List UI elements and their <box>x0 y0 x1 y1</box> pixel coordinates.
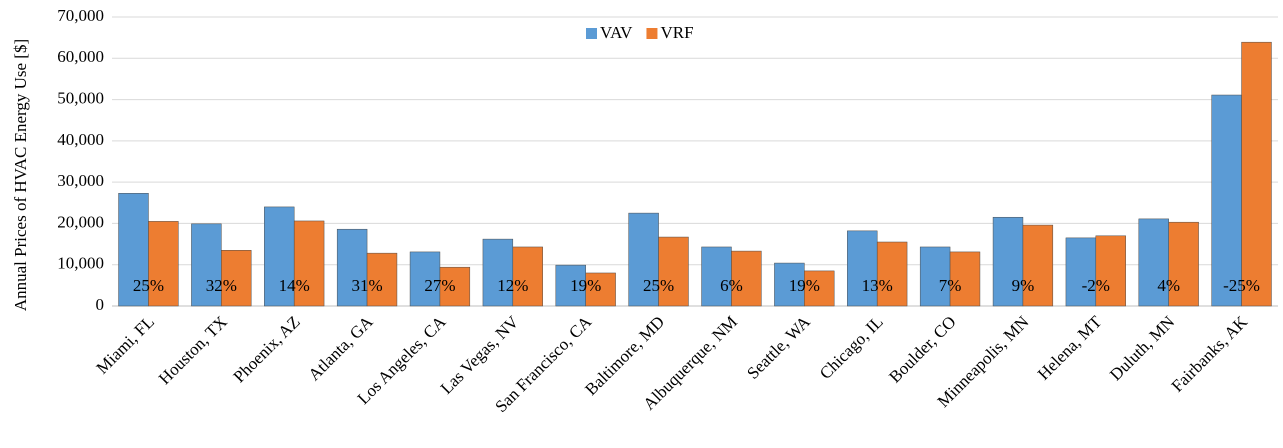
bar-annotation: 27% <box>424 276 455 295</box>
bar <box>409 251 441 307</box>
bar-annotation: 13% <box>862 276 893 295</box>
x-tick-label: Chicago, IL <box>816 312 887 383</box>
bar-annotation: 9% <box>1012 276 1035 295</box>
bar <box>1241 41 1272 307</box>
bar-annotation: -2% <box>1082 276 1110 295</box>
legend-label: VRF <box>660 23 693 42</box>
x-tick-label: Helena, MT <box>1034 312 1106 384</box>
y-tick-label: 40,000 <box>57 130 104 149</box>
bar-annotation: -25% <box>1223 276 1260 295</box>
bar-annotation: 31% <box>351 276 382 295</box>
bar <box>148 221 179 307</box>
legend-swatch <box>586 28 597 39</box>
bar <box>1022 224 1054 307</box>
bar <box>919 246 951 307</box>
bar <box>804 270 835 307</box>
bar <box>1065 237 1097 307</box>
legend-label: VAV <box>600 23 633 42</box>
bar <box>555 264 586 307</box>
y-axis-label: Annual Prices of HVAC Energy Use [$] <box>11 39 30 311</box>
bar <box>1211 94 1242 307</box>
bar-annotation: 19% <box>789 276 820 295</box>
bar-annotation: 6% <box>720 276 743 295</box>
bar-annotation: 19% <box>570 276 601 295</box>
x-tick-label: Houston, TX <box>155 312 231 388</box>
legend-swatch <box>646 28 658 39</box>
y-tick-label: 30,000 <box>57 171 104 190</box>
bar <box>992 216 1024 307</box>
y-tick-label: 0 <box>96 295 105 314</box>
bar-annotation: 32% <box>206 276 237 295</box>
y-tick-label: 20,000 <box>57 212 104 231</box>
bar <box>512 246 543 307</box>
bar <box>118 193 149 307</box>
x-tick-label: Phoenix, AZ <box>230 312 304 386</box>
bar-annotation: 25% <box>643 276 674 295</box>
bar <box>1168 221 1199 307</box>
x-tick-label: Fairbanks, AK <box>1168 312 1252 396</box>
bar <box>221 250 252 307</box>
x-tick-label: Seattle, WA <box>743 312 814 383</box>
bar <box>658 236 689 307</box>
bar <box>482 238 514 307</box>
x-tick-label: Atlanta, GA <box>304 312 377 385</box>
y-tick-label: 10,000 <box>57 254 104 273</box>
bar <box>949 251 981 307</box>
bar <box>191 223 222 307</box>
bar <box>1095 235 1126 307</box>
x-tick-label: Miami, FL <box>92 312 158 378</box>
bar <box>774 262 805 307</box>
x-tick-label: Boulder, CO <box>885 312 959 386</box>
bar <box>439 266 471 307</box>
y-tick-label: 50,000 <box>57 88 104 107</box>
x-tick-label: Duluth, MN <box>1106 312 1178 384</box>
bar <box>366 252 398 307</box>
bar <box>731 250 762 307</box>
y-tick-label: 60,000 <box>57 47 104 66</box>
bar <box>585 272 616 307</box>
bar-annotation: 25% <box>133 276 164 295</box>
y-tick-label: 70,000 <box>57 6 104 25</box>
bar-annotation: 14% <box>279 276 310 295</box>
bar <box>876 241 908 307</box>
bar-annotation: 12% <box>497 276 528 295</box>
bar-annotation: 7% <box>939 276 962 295</box>
bar-annotation: 4% <box>1157 276 1180 295</box>
bar <box>336 228 368 307</box>
bar <box>293 220 325 307</box>
